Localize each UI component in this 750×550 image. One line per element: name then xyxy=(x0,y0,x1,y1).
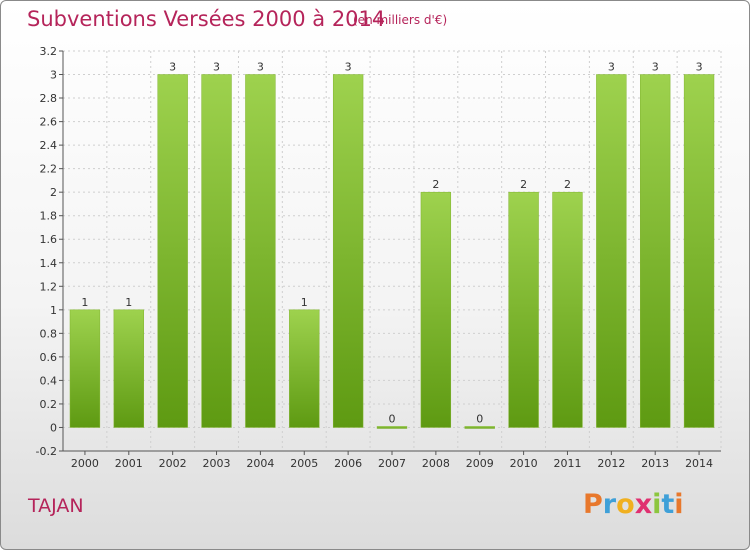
labels: -0.2 0 0.2 0.4 0.6 0.8 1 1.2 1.4 1.6 1.8 2 2.2 2.4 2.6… xyxy=(36,45,714,470)
y-tick-label: 2.4 xyxy=(40,139,58,152)
data-label-2003: 3 xyxy=(213,61,220,74)
bar-2001 xyxy=(113,309,144,428)
bar-2002 xyxy=(157,74,188,428)
y-tick-label: 1.4 xyxy=(40,257,58,270)
y-tick-label: 1.8 xyxy=(40,210,58,223)
logo-letter: P xyxy=(583,489,603,520)
y-tick-label: 1.6 xyxy=(40,233,58,246)
y-tick-label: 0.4 xyxy=(40,374,58,387)
y-tick-label: 2.6 xyxy=(40,116,58,129)
y-tick-label: 0.8 xyxy=(40,327,58,340)
bar-2008 xyxy=(420,191,452,428)
logo-letter: i xyxy=(674,489,684,520)
y-tick-label: 2.2 xyxy=(40,163,58,176)
x-tick-label: 2000 xyxy=(71,457,99,470)
chart-title: Subventions Versées 2000 à 2014 xyxy=(27,7,386,31)
data-label-2005: 1 xyxy=(301,296,308,309)
bar-2003 xyxy=(201,74,232,428)
y-tick-label: 1 xyxy=(50,304,57,317)
data-label-2006: 3 xyxy=(345,61,352,74)
x-tick-label: 2002 xyxy=(159,457,187,470)
logo-letter: r xyxy=(602,489,617,520)
bar-2009 xyxy=(464,426,495,429)
proxiti-logo[interactable]: Proxiti xyxy=(583,489,684,520)
x-tick-label: 2004 xyxy=(246,457,274,470)
axes xyxy=(59,50,721,455)
x-tick-label: 2008 xyxy=(422,457,450,470)
bar-2014 xyxy=(683,74,715,428)
x-tick-label: 2010 xyxy=(510,457,538,470)
y-tick-label: 0.6 xyxy=(40,351,58,364)
data-label-2001: 1 xyxy=(125,296,132,309)
data-label-2008: 2 xyxy=(432,178,439,191)
data-label-2010: 2 xyxy=(520,178,527,191)
x-tick-label: 2005 xyxy=(290,457,318,470)
logo-letter: x xyxy=(634,489,653,520)
y-tick-label: 2.8 xyxy=(40,92,58,105)
bar-2004 xyxy=(245,74,276,428)
bar-2006 xyxy=(332,74,364,428)
data-label-2013: 3 xyxy=(652,61,659,74)
bar-2012 xyxy=(596,74,627,428)
bar-2011 xyxy=(552,191,583,428)
data-label-2002: 3 xyxy=(169,61,176,74)
x-tick-label: 2001 xyxy=(115,457,143,470)
y-tick-label: -0.2 xyxy=(36,445,57,458)
bar-2010 xyxy=(508,191,539,428)
data-label-2014: 3 xyxy=(696,61,703,74)
data-label-2007: 0 xyxy=(389,412,396,425)
x-tick-label: 2014 xyxy=(685,457,713,470)
y-tick-label: 2 xyxy=(50,186,57,199)
x-tick-label: 2006 xyxy=(334,457,362,470)
y-tick-label: 0 xyxy=(50,421,57,434)
y-tick-label: 3 xyxy=(50,69,57,82)
y-tick-label: 1.2 xyxy=(40,280,58,293)
data-label-2004: 3 xyxy=(257,61,264,74)
bar-2007 xyxy=(376,426,408,429)
x-tick-label: 2007 xyxy=(378,457,406,470)
x-tick-label: 2013 xyxy=(641,457,669,470)
commune-name: TAJAN xyxy=(28,495,84,517)
x-tick-label: 2012 xyxy=(597,457,625,470)
chart-unit: (en milliers d'€) xyxy=(353,13,448,27)
bars xyxy=(69,74,715,429)
data-label-2012: 3 xyxy=(608,61,615,74)
x-tick-label: 2009 xyxy=(466,457,494,470)
logo-letter: i xyxy=(652,489,662,520)
bar-2013 xyxy=(640,74,671,428)
bar-2005 xyxy=(289,309,320,428)
y-tick-label: 3.2 xyxy=(40,45,58,58)
y-tick-label: 0.2 xyxy=(40,398,58,411)
bar-2000 xyxy=(69,309,101,428)
logo-letter: o xyxy=(616,489,635,520)
x-tick-label: 2003 xyxy=(203,457,231,470)
data-label-2011: 2 xyxy=(564,178,571,191)
logo-letter: t xyxy=(661,489,675,520)
x-tick-label: 2011 xyxy=(553,457,581,470)
data-label-2000: 1 xyxy=(81,296,88,309)
data-label-2009: 0 xyxy=(476,412,483,425)
